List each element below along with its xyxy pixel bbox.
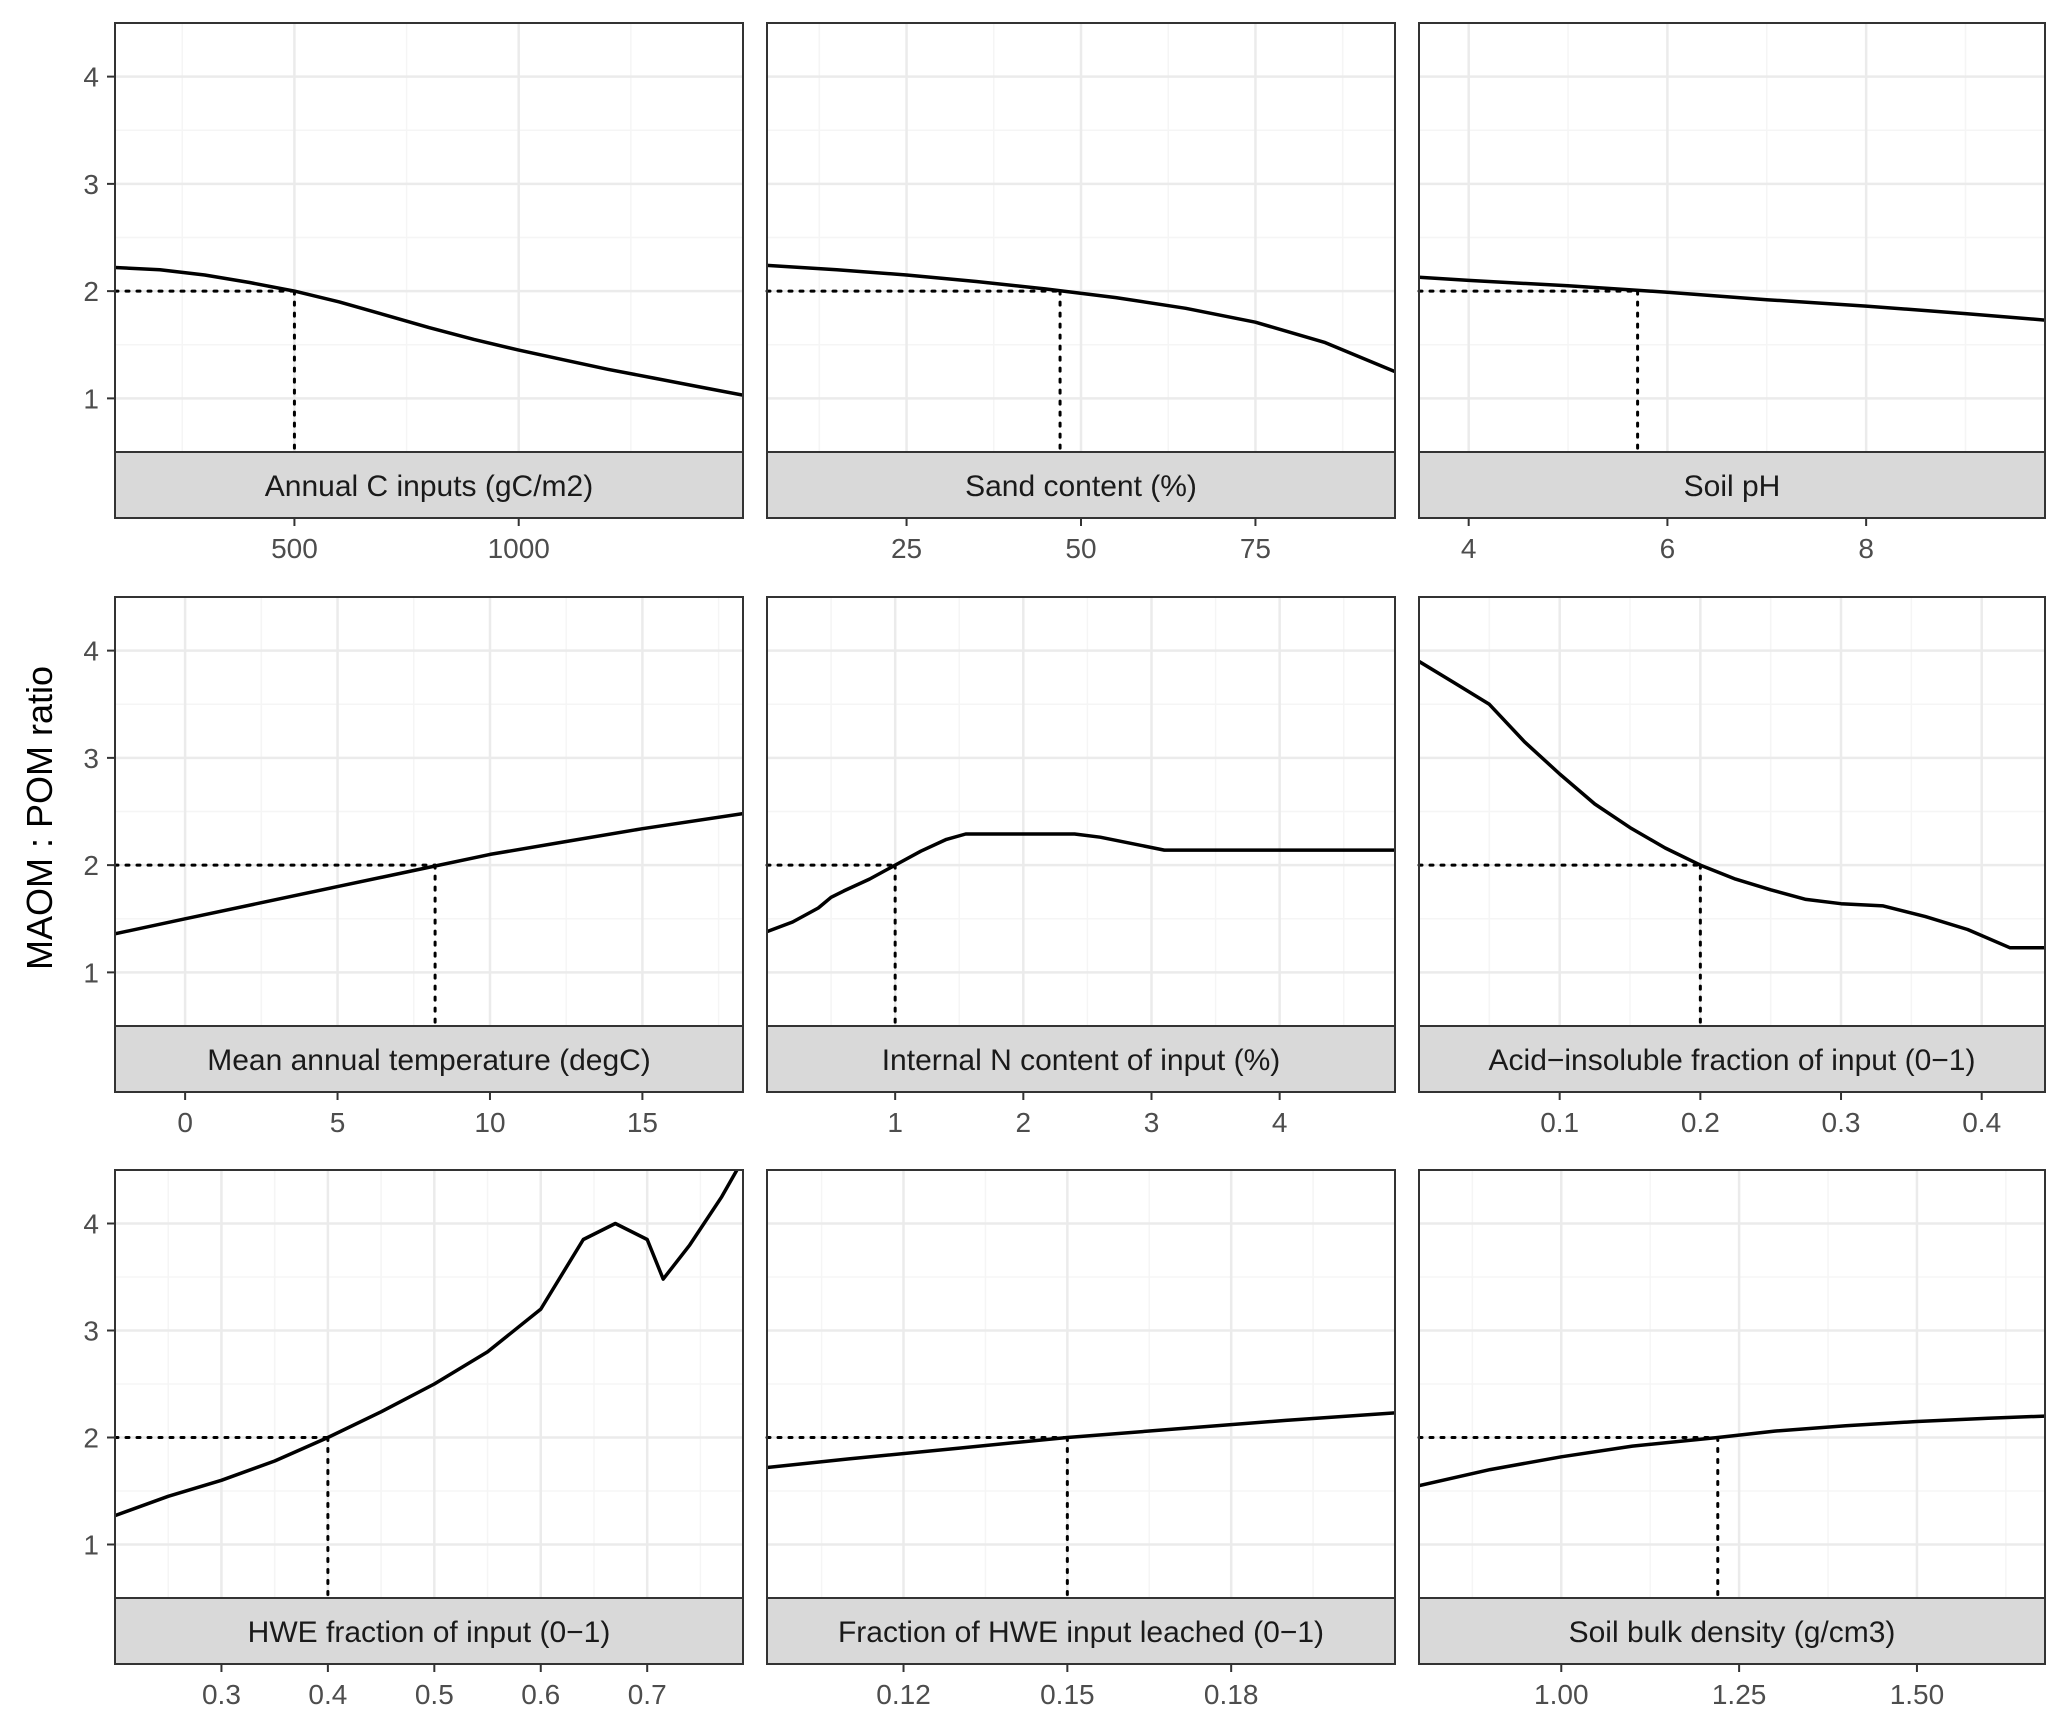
series-line [767,832,1395,934]
series-line [115,1170,739,1518]
strip-label: Soil pH [1684,470,1781,503]
strip-label: Annual C inputs (gC/m2) [265,470,593,503]
x-tick-label: 1.50 [1890,1679,1945,1710]
x-tick-label: 0.18 [1204,1679,1259,1710]
x-tick-label: 0.7 [628,1679,667,1710]
y-axis-label: MAOM : POM ratio [19,666,60,970]
x-tick-label: 50 [1065,533,1096,564]
series-line [115,811,743,936]
y-tick-label: 2 [83,850,99,881]
x-tick-label: 8 [1858,533,1874,564]
x-tick-label: 1000 [488,533,550,564]
x-tick-label: 500 [271,533,318,564]
facet-panel: Fraction of HWE input leached (0−1) 0.12 0… [765,1169,1396,1710]
y-tick-label: 3 [83,1316,99,1347]
series-line [1419,1414,2045,1488]
x-tick-label: 0.5 [415,1679,454,1710]
series-line [767,1411,1395,1470]
strip-label: Sand content (%) [965,470,1197,503]
strip-background [1418,1597,2046,1665]
series-line [1419,275,2045,322]
strip-label: Fraction of HWE input leached (0−1) [838,1616,1324,1649]
x-tick-label: 15 [627,1107,658,1138]
x-tick-label: 2 [1016,1107,1032,1138]
y-tick-label: 2 [83,276,99,307]
x-tick-label: 0.2 [1681,1107,1720,1138]
strip-label: Acid−insoluble fraction of input (0−1) [1489,1044,1976,1077]
x-tick-label: 1 [887,1107,903,1138]
x-tick-label: 0.1 [1540,1107,1579,1138]
x-tick-label: 0.15 [1040,1679,1095,1710]
x-tick-label: 3 [1144,1107,1160,1138]
x-tick-label: 1.00 [1534,1679,1589,1710]
x-tick-label: 0.12 [876,1679,931,1710]
facet-panel: Mean annual temperature (degC) 0 5 10 15 1 2 3 4 [83,596,744,1138]
x-tick-label: 0.4 [308,1679,347,1710]
y-tick-label: 3 [83,743,99,774]
strip-background [114,451,744,519]
facet-panel: Annual C inputs (gC/m2) 500 1000 1 2 3 4 [83,22,744,564]
strip-label: Soil bulk density (g/cm3) [1569,1616,1896,1649]
strip-background [1418,451,2046,519]
x-tick-label: 6 [1660,533,1676,564]
facet-panel: Sand content (%) 25 50 75 [765,22,1396,564]
y-tick-label: 4 [83,62,99,93]
x-tick-label: 0.3 [202,1679,241,1710]
strip-background [766,1597,1396,1665]
x-tick-label: 10 [474,1107,505,1138]
series-line [1419,659,2045,950]
strip-background [766,451,1396,519]
strip-background [766,1025,1396,1093]
y-tick-label: 3 [83,169,99,200]
x-tick-label: 0.6 [521,1679,560,1710]
facet-panel: Acid−insoluble fraction of input (0−1) 0.… [1417,596,2046,1138]
y-tick-label: 1 [83,957,99,988]
series-line [767,263,1395,374]
strip-label: Mean annual temperature (degC) [207,1044,651,1077]
x-tick-label: 0.3 [1822,1107,1861,1138]
x-tick-label: 25 [891,533,922,564]
strip-label: HWE fraction of input (0−1) [248,1616,611,1649]
series-line [115,265,743,397]
facet-panel: HWE fraction of input (0−1)0.3 0.4 0.5 0.6 0… [83,1169,744,1710]
x-tick-label: 5 [330,1107,346,1138]
x-tick-label: 1.25 [1712,1679,1767,1710]
x-tick-label: 0 [177,1107,193,1138]
x-tick-label: 4 [1272,1107,1288,1138]
facet-panel: Internal N content of input (%) 1 2 3 4 [765,596,1396,1138]
strip-background [1418,1025,2046,1093]
facet-panel: Soil pH 4 6 8 [1417,22,2046,564]
strip-background [114,1025,744,1093]
x-tick-label: 4 [1461,533,1477,564]
y-tick-label: 4 [83,1209,99,1240]
strip-background [114,1597,744,1665]
y-tick-label: 1 [83,383,99,414]
x-tick-label: 75 [1240,533,1271,564]
y-tick-label: 2 [83,1423,99,1454]
facet-panel: Soil bulk density (g/cm3) 1.00 1.25 1.50 [1417,1169,2046,1710]
y-tick-label: 1 [83,1530,99,1561]
strip-label: Internal N content of input (%) [882,1044,1281,1077]
y-tick-label: 4 [83,636,99,667]
x-tick-label: 0.4 [1962,1107,2001,1138]
